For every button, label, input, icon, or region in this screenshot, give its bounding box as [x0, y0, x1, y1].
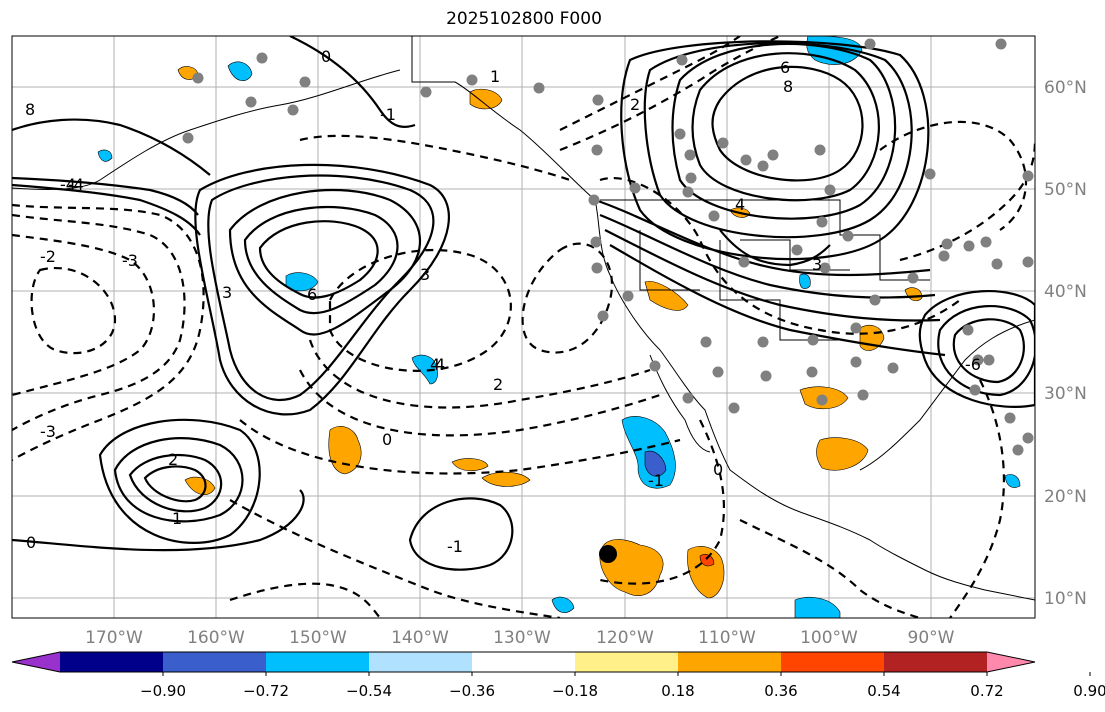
- lon-label: 170°W: [85, 628, 143, 648]
- lat-label: 20°N: [1044, 487, 1087, 507]
- contour-label: 2: [493, 375, 503, 394]
- lat-label: 10°N: [1044, 589, 1087, 609]
- fill-positive: [184, 476, 216, 495]
- lon-label: 130°W: [493, 628, 551, 648]
- colorbar-tick-label: 0.18: [661, 682, 694, 700]
- colorbar-tick-label: 0.72: [970, 682, 1003, 700]
- colorbar-segment: [678, 652, 782, 672]
- lat-label: 30°N: [1044, 384, 1087, 404]
- colorbar-extend-high: [987, 652, 1035, 672]
- contour-label: 0: [713, 460, 723, 479]
- fill-negative: [799, 273, 811, 289]
- contour-label: -3: [122, 251, 138, 270]
- contour-label: 4: [430, 355, 440, 374]
- lon-label: 140°W: [391, 628, 449, 648]
- contour-label: 0: [382, 430, 392, 449]
- colorbar-segment: [369, 652, 473, 672]
- colorbar-tick-label: −0.18: [552, 682, 598, 700]
- colorbar-segment: [163, 652, 267, 672]
- colorbar-segment: [781, 652, 885, 672]
- contour-label: -1: [447, 537, 463, 556]
- contour-label: -1: [380, 105, 396, 124]
- dashed-contours: [12, 36, 1035, 618]
- colorbar-tick-label: 0.54: [867, 682, 900, 700]
- contour-label: 8: [783, 77, 793, 96]
- map-border: [11, 35, 1036, 619]
- station-dots: [182, 38, 1034, 456]
- contour-label: 1: [172, 509, 182, 528]
- contour-label: 2: [630, 95, 640, 114]
- fill-negative: [1004, 474, 1021, 488]
- fill-positive: [687, 546, 725, 599]
- lat-label: 40°N: [1044, 282, 1087, 302]
- fill-positive: [816, 437, 869, 471]
- contour-labels: 0 1 -1 2 -2 3 -3 4 -4 6 8 -6 3 4 2 0 0 1…: [25, 47, 981, 556]
- colorbar-tick-label: −0.72: [243, 682, 289, 700]
- lon-label: 90°W: [908, 628, 955, 648]
- lon-label: 110°W: [698, 628, 756, 648]
- fill-red: [699, 554, 715, 567]
- contour-label: -4: [60, 175, 76, 194]
- solid-contours: [12, 36, 1035, 571]
- colorbar-tick-label: −0.36: [449, 682, 495, 700]
- colorbar: −0.90 −0.72 −0.54 −0.36 −0.18 0.18 0.36 0.54 0.7…: [11, 651, 1105, 700]
- contour-label: 2: [168, 450, 178, 469]
- contour-label: 4: [735, 195, 745, 214]
- fill-negative: [97, 149, 113, 162]
- colorbar-tick-label: 0.36: [764, 682, 797, 700]
- contour-label: 3: [812, 255, 822, 274]
- colorbar-segment: [60, 652, 164, 672]
- contour-label: 6: [307, 285, 317, 304]
- lon-label: 160°W: [187, 628, 245, 648]
- colorbar-tick-label: −0.54: [346, 682, 392, 700]
- contour-label: 0: [26, 533, 36, 552]
- fill-positive: [451, 458, 489, 472]
- contour-label: 6: [780, 58, 790, 77]
- longitude-labels: 170°W 160°W 150°W 140°W 130°W 120°W 110°…: [85, 628, 955, 648]
- contour-label: 1: [490, 67, 500, 86]
- latitude-labels: 60°N 50°N 40°N 30°N 20°N 10°N: [1044, 78, 1087, 609]
- lon-label: 100°W: [800, 628, 858, 648]
- contour-label: 3: [222, 283, 232, 302]
- contour-label: 8: [25, 100, 35, 119]
- fill-negative: [794, 597, 841, 618]
- map-title: 2025102800 F000: [446, 9, 602, 29]
- contour-label: -6: [965, 355, 981, 374]
- contour-label: -1: [648, 471, 664, 490]
- contour-label: 4: [435, 355, 445, 374]
- colorbar-tick-label: 0.90: [1073, 682, 1105, 700]
- fill-positive: [481, 471, 531, 487]
- fill-negative: [227, 61, 253, 81]
- colorbar-outline: [11, 651, 1036, 673]
- lon-label: 150°W: [289, 628, 347, 648]
- colorbar-tick-label: −0.90: [140, 682, 186, 700]
- contour-label: -3: [40, 422, 56, 441]
- contour-label: 3: [420, 265, 430, 284]
- lat-label: 50°N: [1044, 180, 1087, 200]
- colorbar-extend-low: [12, 652, 60, 672]
- contour-label: -2: [40, 247, 56, 266]
- contour-label: 0: [321, 47, 331, 66]
- contour-label: -4: [68, 175, 84, 194]
- colorbar-segment: [575, 652, 679, 672]
- lat-label: 60°N: [1044, 78, 1087, 98]
- colorbar-segment: [472, 652, 576, 672]
- map-panel: [12, 36, 1035, 618]
- marker-dot: [599, 545, 617, 563]
- fill-negative-dark: [644, 450, 667, 477]
- fill-positive: [644, 281, 689, 311]
- lon-label: 120°W: [596, 628, 654, 648]
- colorbar-segment: [266, 652, 370, 672]
- fill-positive: [469, 88, 503, 110]
- colorbar-segment: [884, 652, 988, 672]
- fill-negative: [551, 596, 575, 613]
